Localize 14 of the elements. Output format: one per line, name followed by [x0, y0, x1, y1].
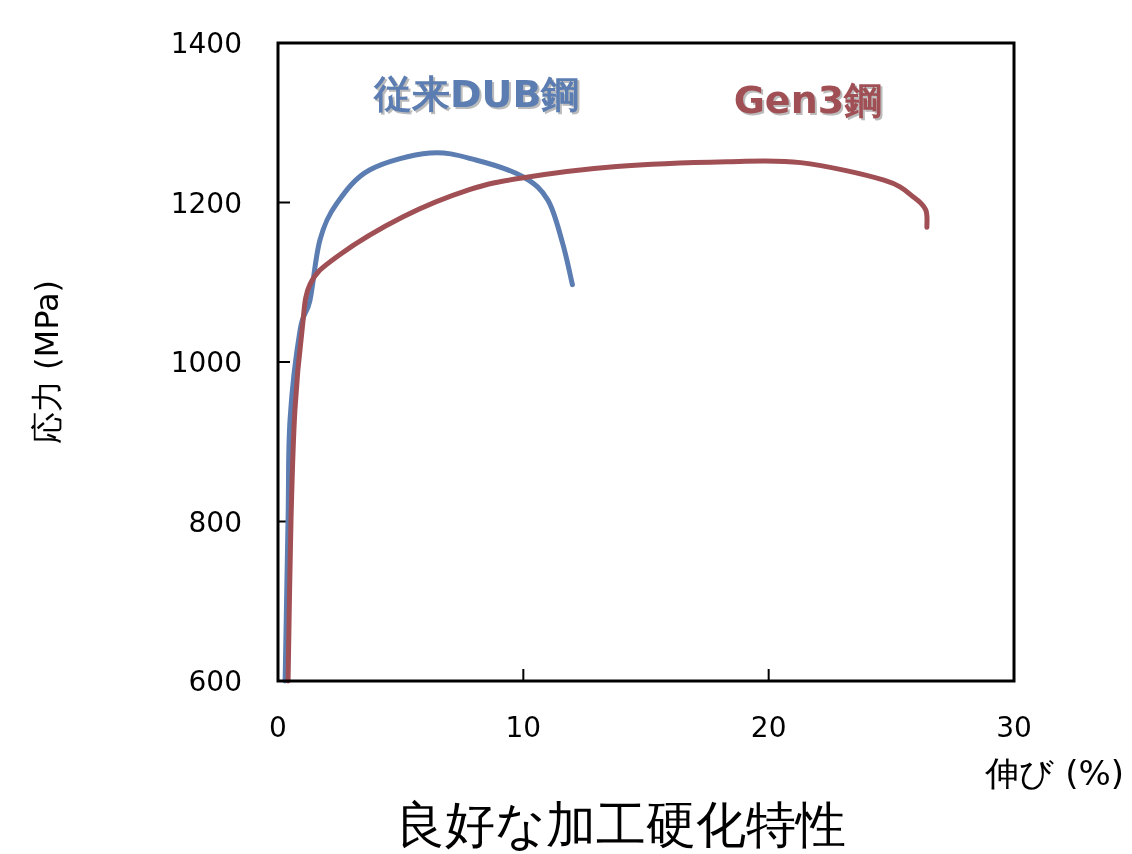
x-tick-label: 30: [996, 711, 1032, 744]
y-tick-label: 1200: [170, 186, 242, 220]
x-tick-label: 0: [269, 711, 287, 744]
y-tick-label: 800: [188, 505, 242, 539]
x-tick-label: 10: [505, 711, 542, 744]
y-tick-label: 600: [188, 665, 242, 698]
y-axis-title: 応力 (MPa): [28, 279, 66, 445]
y-tick-label: 1000: [170, 346, 242, 379]
series-label: Gen3鋼: [735, 80, 885, 125]
series-label: 従来DUB鋼: [375, 73, 582, 118]
text: 良好な加工硬化特性: [394, 796, 846, 854]
x-axis-title: 伸び (%): [984, 753, 1124, 793]
x-tick-label: 20: [750, 711, 787, 744]
y-tick-label: 1400: [170, 27, 242, 60]
